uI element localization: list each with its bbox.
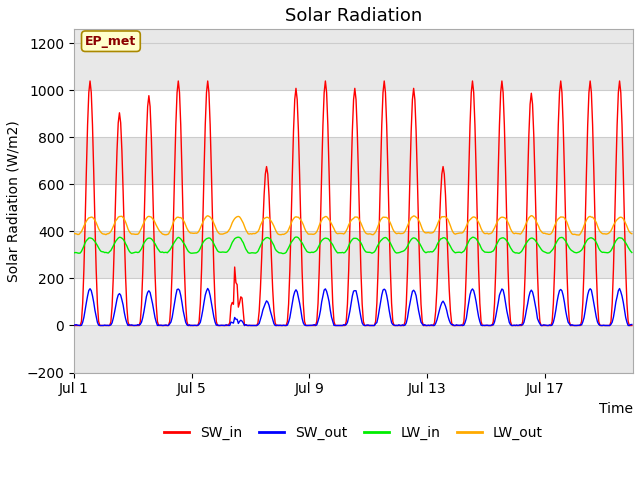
Bar: [74, 184, 633, 231]
Title: Solar Radiation: Solar Radiation: [285, 7, 422, 25]
Y-axis label: Solar Radiation (W/m2): Solar Radiation (W/m2): [7, 120, 21, 282]
X-axis label: Time: Time: [599, 402, 633, 416]
Legend: SW_in, SW_out, LW_in, LW_out: SW_in, SW_out, LW_in, LW_out: [159, 420, 548, 446]
Bar: [74, 278, 633, 325]
Text: EP_met: EP_met: [85, 35, 136, 48]
Bar: [74, 90, 633, 137]
